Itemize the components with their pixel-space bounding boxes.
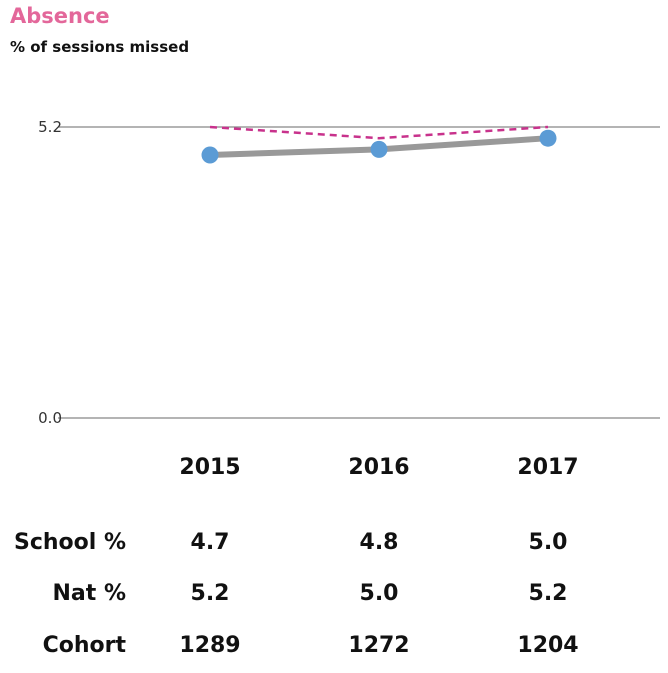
y-tick-label-0: 5.2 bbox=[38, 118, 62, 136]
y-tick-label-1: 0.0 bbox=[38, 409, 62, 427]
cell-cohort-2017: 1204 bbox=[517, 633, 579, 658]
cell-cohort-2015: 1289 bbox=[179, 633, 241, 658]
y-axis-ticks: 5.2 0.0 bbox=[38, 118, 62, 427]
series-markers bbox=[201, 129, 557, 164]
row-label-nat: Nat % bbox=[52, 581, 126, 606]
chart-title: Absence bbox=[10, 4, 110, 28]
cell-school-2015: 4.7 bbox=[190, 530, 230, 555]
cell-nat-2015: 5.2 bbox=[190, 581, 230, 606]
chart-subtitle: % of sessions missed bbox=[10, 38, 190, 56]
cell-school-2017: 5.0 bbox=[528, 530, 568, 555]
school-point-2016 bbox=[370, 140, 388, 158]
row-label-cohort: Cohort bbox=[42, 633, 126, 658]
school-point-2015 bbox=[201, 146, 219, 164]
school-point-2017 bbox=[539, 129, 557, 147]
series-line-national bbox=[209, 125, 549, 140]
cell-school-2016: 4.8 bbox=[359, 530, 399, 555]
cell-cohort-2016: 1272 bbox=[348, 633, 410, 658]
year-header-2017: 2017 bbox=[517, 455, 579, 480]
cell-nat-2017: 5.2 bbox=[528, 581, 568, 606]
year-header-2015: 2015 bbox=[179, 455, 241, 480]
year-header-2016: 2016 bbox=[348, 455, 410, 480]
gridlines bbox=[58, 126, 660, 419]
row-label-school: School % bbox=[13, 530, 126, 555]
cell-nat-2016: 5.0 bbox=[359, 581, 399, 606]
